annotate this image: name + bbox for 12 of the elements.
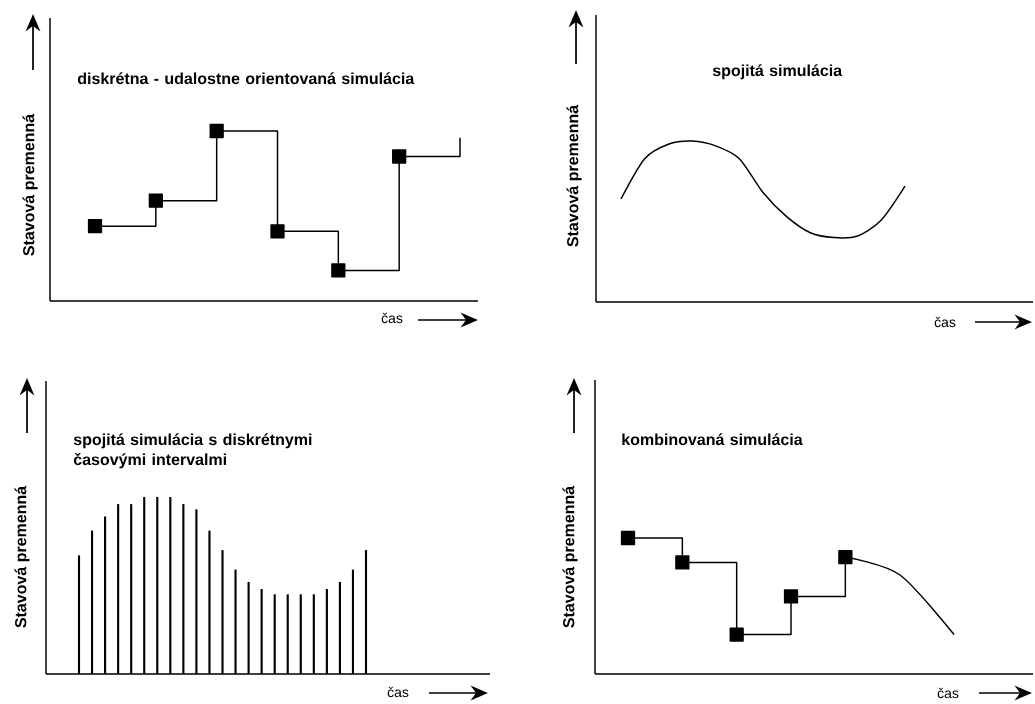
y-axis-title: Stavová premenná <box>14 485 30 628</box>
chart-title: spojitá simulácia <box>712 64 843 80</box>
x-axis-title: čas <box>381 312 403 324</box>
x-axis-title: čas <box>934 316 956 328</box>
y-axis-title: Stavová premenná <box>566 104 582 247</box>
chart-title: kombinovaná simulácia <box>622 433 803 446</box>
x-axis-title: čas <box>387 686 409 698</box>
y-axis-title: Stavová premenná <box>562 485 578 628</box>
chart-title: spojitá simulácia s diskrétnymi časovými intervalmi <box>73 433 312 469</box>
chart-title: diskrétna - udalostne orientovaná simulácia <box>77 72 415 85</box>
y-axis-title: Stavová premenná <box>22 113 38 256</box>
x-axis-title: čas <box>937 687 959 699</box>
